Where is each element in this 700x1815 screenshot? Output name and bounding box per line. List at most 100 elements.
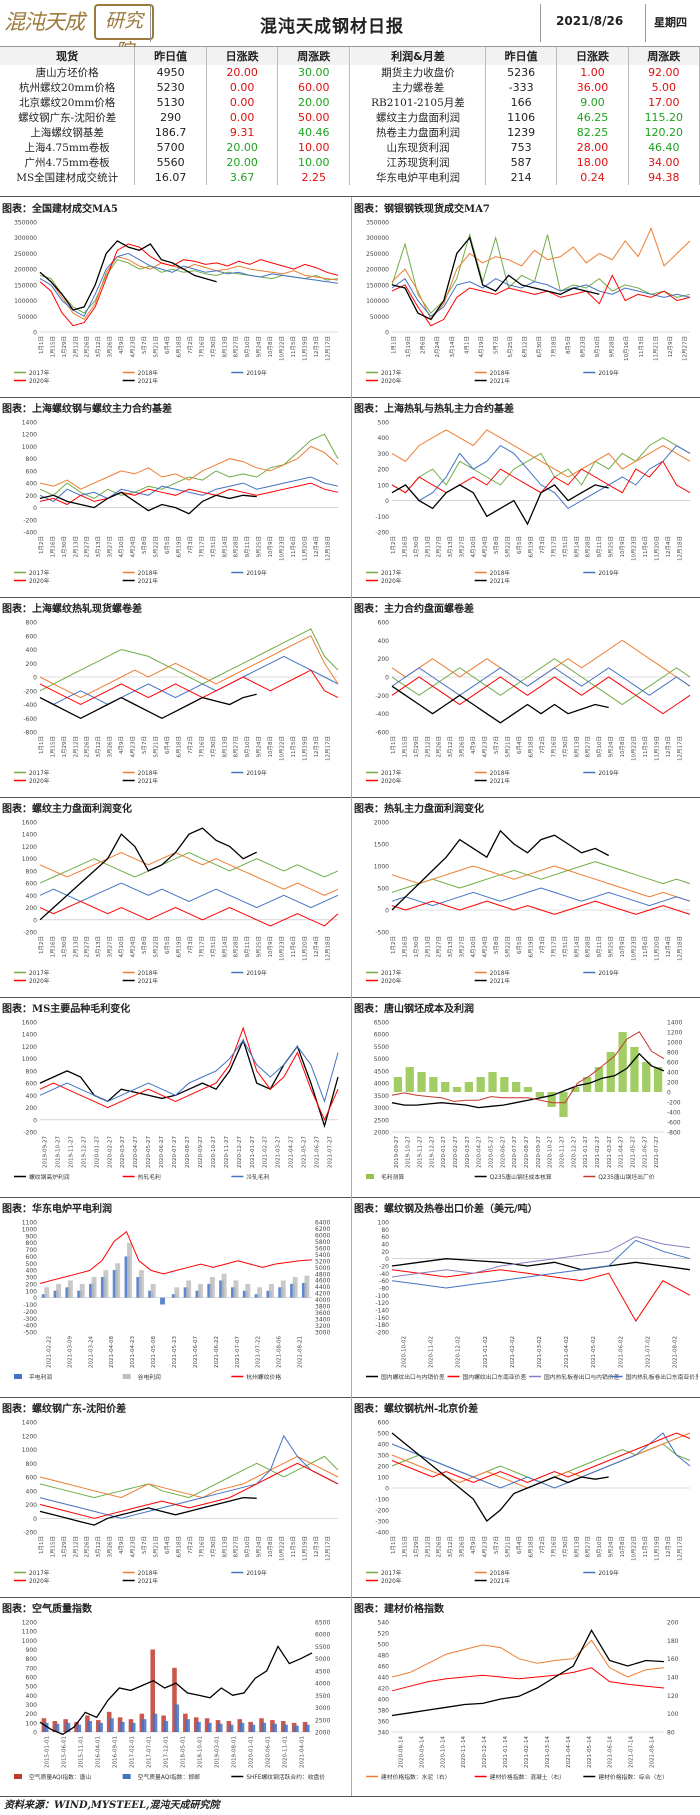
y2-tick-label: 600: [667, 1060, 679, 1067]
profit-spread-table: 利润&月差 昨日值 日涨跌 周涨跌 期货主力收盘价 5236 1.00 92.00 主力螺卷差 -…: [351, 47, 700, 185]
cell-name: 山东现货利润: [351, 140, 486, 155]
legend-label: Q235唐山钢坯成本核算: [490, 1173, 552, 1181]
x-tick-label: 4月10日: [470, 936, 477, 958]
y2-tick-label: 800: [667, 1050, 679, 1057]
x-tick-label: 1月19日: [405, 336, 412, 358]
y-tick-label: 0: [385, 908, 389, 915]
y-tick-label: 1100: [22, 1220, 37, 1227]
x-tick-label: 6月18日: [175, 336, 182, 358]
x-tick-label: 5月22日: [152, 536, 159, 558]
y-tick-label: -200: [23, 930, 37, 937]
chart-svg: 540 520 500 480 460 440 420 400 380 360 340 200 180 1…: [366, 1620, 679, 1781]
chart-bar: [186, 1280, 192, 1298]
cell-day: 3.67: [206, 170, 279, 185]
x-tick-label: 7月3日: [187, 536, 194, 554]
series-line: [391, 1432, 691, 1489]
legend-label: 2021年: [138, 1577, 159, 1585]
x-tick-label: 3月26日: [107, 736, 114, 758]
x-tick-label: 6月4日: [516, 1536, 523, 1554]
x-tick-label: 12月3日: [665, 1536, 672, 1558]
x-tick-label: 6月30日: [536, 336, 543, 358]
y-tick-label: 40: [381, 1242, 389, 1249]
cell-val: 4950: [134, 65, 207, 80]
series-line: [391, 861, 691, 893]
table-row: 广州4.75mm卷板 5560 20.00 10.00: [0, 155, 350, 170]
y2-tick-label: 6400: [315, 1220, 330, 1227]
x-tick-label: 11月20日: [301, 936, 308, 961]
x-tick-label: 2019-08-01: [232, 1736, 238, 1768]
x-tick-label: 2020-09-14: [419, 1736, 425, 1768]
x-tick-label: 11月19日: [653, 1536, 660, 1561]
x-tick-label: 2021-02-22: [46, 1336, 52, 1368]
series-line: [391, 1432, 691, 1489]
y-tick-label: 1000: [374, 864, 389, 871]
y-tick-label: 500: [378, 1642, 390, 1649]
legend-label: 2017年: [381, 369, 402, 377]
x-tick-label: 2021-08-06: [277, 1336, 283, 1368]
x-tick-label: 2020-07-27: [512, 1136, 518, 1168]
y-tick-label: 3000: [374, 1105, 389, 1112]
y-tick-label: 200: [26, 1105, 38, 1112]
chart-panel: 图表：螺纹钢广东-沈阳价差 1400 1200 1000 800 600 400 200 0 -2…: [0, 1398, 346, 1593]
cell-val: 5560: [134, 155, 207, 170]
cell-week: 10.00: [277, 140, 350, 155]
x-tick-label: 2021-04-23: [130, 1336, 136, 1368]
x-tick-label: 7月16日: [550, 736, 557, 758]
chart-panel: 图表：主力合约盘面螺卷差 600 400 200 0 -200 -400 -600 1月1日 1月…: [352, 598, 698, 793]
chart-bar: [250, 1724, 256, 1732]
x-tick-label: 3月12日: [95, 736, 102, 758]
cell-val: 1239: [485, 125, 558, 140]
table-row: 杭州螺纹20mm价格 5230 0.00 60.00: [0, 80, 350, 95]
chart-bar: [301, 1282, 307, 1298]
x-tick-label: 11月21日: [652, 336, 659, 361]
x-tick-label: 4月9日: [470, 1536, 477, 1554]
y2-tick-label: 120: [667, 1693, 679, 1700]
y-tick-label: 250000: [14, 251, 37, 258]
y-tick-label: 1600: [22, 1020, 37, 1027]
y-tick-label: 200000: [14, 267, 37, 274]
series-line: [391, 1639, 665, 1678]
cell-day: 9.31: [206, 125, 279, 140]
x-tick-label: 9月10日: [594, 336, 601, 358]
x-tick-label: 3月27日: [459, 936, 466, 958]
series-line: [39, 827, 257, 921]
x-tick-label: 10月9日: [267, 536, 274, 558]
x-tick-label: 11月20日: [653, 936, 660, 961]
x-tick-label: 1月30日: [413, 936, 420, 958]
legend-label: 国内热轧板卷出口东南亚价差: [626, 1373, 699, 1381]
y2-tick-label: 6200: [315, 1226, 330, 1233]
y-tick-label: 1400: [22, 832, 37, 839]
y-tick-label: 200: [26, 661, 38, 668]
x-tick-label: 6月5日: [516, 936, 523, 954]
x-tick-label: 4月24日: [482, 936, 489, 958]
chart-bar: [278, 1287, 284, 1298]
cell-val: 5230: [134, 80, 207, 95]
chart-title: 图表：上海螺纹钢与螺纹主力合约基差: [2, 404, 172, 415]
y-tick-label: 6500: [374, 1020, 389, 1027]
y-tick-label: -200: [23, 1530, 37, 1537]
x-tick-label: 2021-01-02: [483, 1336, 489, 1368]
y-tick-label: 420: [378, 1686, 390, 1693]
y-tick-label: 700: [26, 1247, 38, 1254]
x-tick-label: 1月2日: [390, 936, 397, 954]
chart-bar: [174, 1287, 180, 1298]
x-tick-label: 3月12日: [95, 336, 102, 358]
chart-bar: [172, 1667, 177, 1732]
cell-week: 5.00: [628, 80, 700, 95]
x-tick-label: 4月9日: [118, 336, 125, 354]
chart-panel: 图表：钢银钢铁现货成交MA7 350000 300000 250000 200000 15…: [352, 198, 698, 393]
chart-bar: [523, 1087, 533, 1092]
chart-panel: 图表：全国建材成交MA5 350000 300000 250000 200000 1500…: [0, 198, 346, 393]
column-header: 周涨跌: [628, 47, 700, 65]
legend-label: 2017年: [29, 369, 50, 377]
chart-bar: [76, 1724, 82, 1732]
y-tick-label: -300: [23, 1316, 37, 1323]
y-tick-label: 0: [385, 1486, 389, 1493]
legend-label: 2019年: [246, 1569, 267, 1577]
legend-label: 2019年: [598, 969, 619, 977]
series-line: [39, 476, 339, 502]
x-tick-label: 9月11日: [596, 536, 603, 558]
chart-bar: [476, 1077, 485, 1092]
chart-bar: [103, 1270, 109, 1298]
legend-label: 2021年: [490, 577, 511, 585]
